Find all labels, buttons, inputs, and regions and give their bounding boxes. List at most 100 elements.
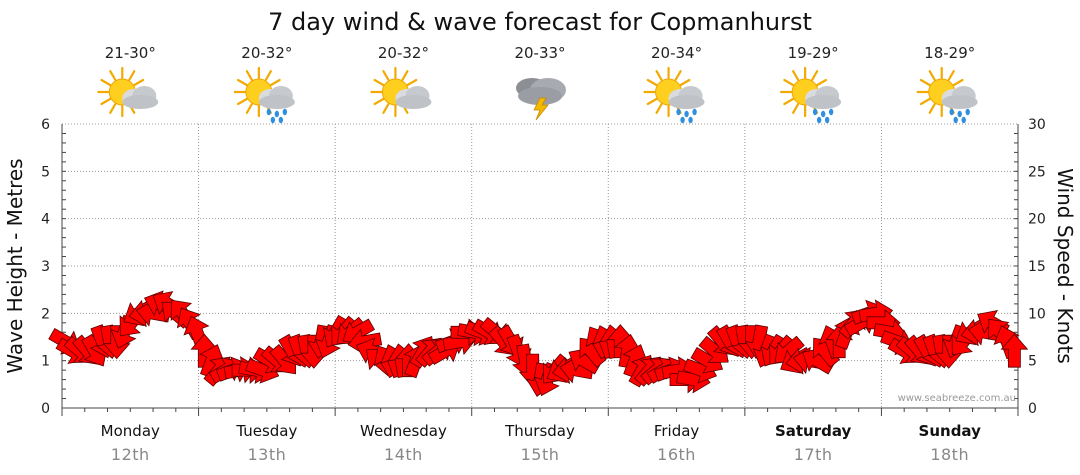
partly-cloudy-showers-icon [233,66,295,124]
cloud-part [941,95,978,109]
sun-ray [783,97,795,106]
sun-ray [655,103,663,114]
sun-ray [947,70,955,81]
sun-ray [128,70,136,81]
sun-ray [919,97,931,106]
rain-drop [684,110,689,118]
sun-ray [928,103,936,114]
y-right-tick-label: 30 [1028,117,1046,133]
sun-ray [401,70,409,81]
y-left-tick-label: 3 [41,259,50,275]
x-day-label: Monday [101,422,160,440]
partly-cloudy-showers-icon [643,66,705,124]
y-right-tick-label: 25 [1028,164,1046,180]
lightning-bolt [533,97,549,121]
rain-drop [680,116,685,124]
sun-ray [236,78,248,87]
x-date-label: 18th [930,445,969,464]
x-day-label: Sunday [919,422,982,440]
x-day-label: Wednesday [360,422,447,440]
x-date-label: 16th [657,445,696,464]
temperature-label: 20-32° [378,44,429,62]
x-day-label: Tuesday [235,422,297,440]
sun-ray [382,103,390,114]
x-date-label: 17th [794,445,833,464]
rain-drop [692,108,697,116]
x-day-label: Saturday [775,422,852,440]
x-date-label: 15th [521,445,560,464]
temperature-label: 19-29° [788,44,839,62]
sun-ray [264,70,272,81]
partly-cloudy-icon [370,66,432,118]
cloud-part [258,95,295,109]
y-right-tick-label: 5 [1028,354,1037,370]
x-axis-day-labels: Monday 12th Tuesday 13th Wednesday 14th Thursd… [101,422,981,464]
rain-drop [828,108,834,116]
rain-drop [949,108,954,116]
sun-ray [952,78,964,87]
sun-ray [109,70,117,81]
sun-ray [236,97,248,106]
sun-ray [406,78,418,87]
partly-cloudy-showers-icon [780,66,842,124]
sun-ray [811,70,819,81]
y-left-tick-label: 1 [41,354,50,370]
thunderstorm-icon [516,78,566,121]
sun-ray [133,78,145,87]
cloud-part [805,95,842,109]
sun-ray [783,78,795,87]
sun-ray [245,70,253,81]
rain-drop [688,116,693,124]
credit-text: www.seabreeze.com.au [898,393,1016,404]
wind-arrows-series [48,290,1029,397]
y-left-tick-label: 6 [41,117,50,133]
rain-drop [274,110,280,118]
wind-arrow-shape [1000,333,1029,368]
cloud-part [518,87,562,105]
x-date-label: 12th [111,445,150,464]
sun-ray [655,70,663,81]
x-date-label: 14th [384,445,423,464]
wind-arrow [1000,333,1029,368]
cloud-part [668,95,705,109]
rain-drop [820,110,826,118]
sun-ray [919,78,931,87]
sun-ray [100,78,112,87]
rain-drop [965,108,970,116]
sun-ray [373,97,385,106]
sun-ray [100,97,112,106]
sun-ray [928,70,936,81]
temperature-label: 20-33° [514,44,565,62]
y-right-tick-label: 10 [1028,306,1046,322]
partly-cloudy-showers-icon [916,66,978,124]
cloud-part [122,95,159,109]
temperature-label: 21-30° [105,44,156,62]
temperature-label: 18-29° [924,44,975,62]
y-left-tick-label: 4 [41,212,50,228]
partly-cloudy-icon [97,66,159,118]
sun-ray [646,97,658,106]
y-right-tick-label: 0 [1028,401,1037,417]
sun-ray [674,70,682,81]
sun-ray [245,103,253,114]
rain-drop [961,116,966,124]
temperature-row: 21-30° 20-32° 20-32° 20-33° 20-34° 19-29° 18-2… [105,44,976,62]
rain-drop [957,110,962,118]
temperature-label: 20-34° [651,44,702,62]
rain-drop [266,108,272,116]
y-tick-labels: 0 1 2 3 4 5 6 0 5 10 15 20 25 30 [41,117,1046,417]
y-left-tick-label: 5 [41,164,50,180]
y-right-tick-label: 15 [1028,259,1046,275]
sun-ray [679,78,691,87]
x-day-label: Friday [654,422,700,440]
cloud-part [395,95,432,109]
y-axis-left-label: Wave Height - Metres [3,158,27,373]
sun-ray [382,70,390,81]
y-left-tick-label: 0 [41,401,50,417]
sun-ray [109,103,117,114]
rain-drop [282,108,288,116]
temperature-label: 20-32° [241,44,292,62]
y-right-tick-label: 20 [1028,212,1046,228]
rain-drop [676,108,681,116]
sun-ray [373,78,385,87]
